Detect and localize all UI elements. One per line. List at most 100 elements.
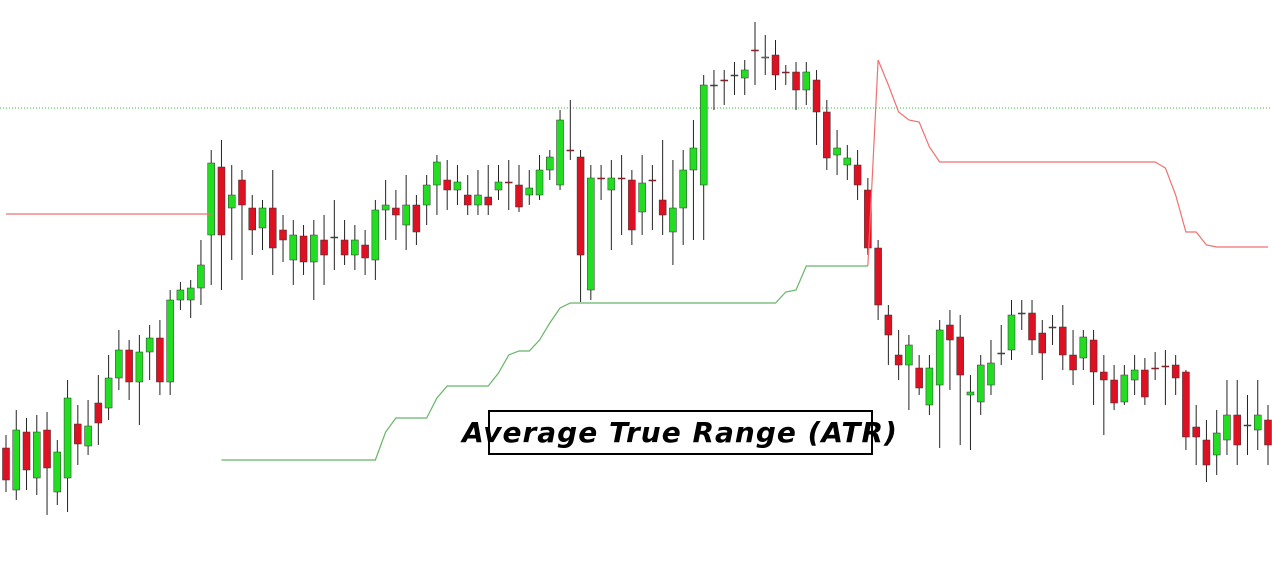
candle-body bbox=[546, 156, 554, 171]
candle-body bbox=[63, 397, 72, 479]
candle-body bbox=[1069, 354, 1077, 371]
candle-body bbox=[135, 351, 144, 383]
candle-body bbox=[1079, 336, 1088, 359]
candle-body bbox=[453, 181, 462, 191]
candle-body bbox=[771, 54, 780, 76]
candle-body bbox=[115, 349, 123, 379]
candle-body bbox=[381, 204, 390, 211]
candle-body bbox=[392, 207, 400, 216]
candle-body bbox=[987, 362, 995, 386]
candle-body bbox=[669, 207, 677, 233]
candle-body bbox=[751, 49, 759, 52]
candle-body bbox=[412, 204, 421, 233]
candle-body bbox=[1233, 414, 1241, 446]
candle-body bbox=[320, 239, 328, 256]
candle-body bbox=[422, 184, 431, 206]
candle-body bbox=[884, 314, 893, 336]
candle-body bbox=[299, 235, 308, 263]
candle-body bbox=[1151, 367, 1159, 370]
candle-body bbox=[1038, 332, 1047, 354]
candle-body bbox=[53, 451, 62, 493]
candle-body bbox=[1182, 371, 1190, 438]
candle-body bbox=[782, 71, 790, 74]
candle-body bbox=[474, 194, 482, 206]
candle-body bbox=[1171, 364, 1180, 379]
candle-body bbox=[1141, 369, 1149, 398]
candle-body bbox=[258, 207, 267, 229]
candle-body bbox=[956, 336, 964, 376]
stop-line bbox=[867, 59, 1268, 267]
candle-body bbox=[525, 187, 534, 196]
candle-body bbox=[658, 199, 667, 216]
candle-body bbox=[1212, 432, 1221, 456]
candle-body bbox=[340, 239, 349, 256]
candle-body bbox=[843, 157, 852, 166]
candle-body bbox=[966, 391, 975, 396]
candle-body bbox=[351, 239, 359, 256]
candle-body bbox=[915, 367, 923, 389]
annotation: Average True Range (ATR) bbox=[460, 416, 898, 449]
candle-body bbox=[207, 162, 215, 236]
candle-body bbox=[74, 423, 82, 445]
candle-body bbox=[802, 71, 811, 91]
candle-body bbox=[197, 264, 205, 289]
candle-body bbox=[22, 431, 31, 471]
annotation-box bbox=[488, 410, 873, 455]
candle-body bbox=[905, 344, 913, 366]
candle-body bbox=[761, 56, 770, 59]
candle-body bbox=[556, 119, 564, 186]
candle-body bbox=[617, 177, 626, 180]
candle-body bbox=[823, 111, 831, 159]
candle-body bbox=[607, 177, 616, 191]
candle-body bbox=[248, 207, 256, 231]
candle-body bbox=[976, 364, 985, 403]
candle-body bbox=[217, 166, 226, 236]
candle-body bbox=[1130, 369, 1139, 381]
candle-body bbox=[566, 149, 575, 152]
candle-body bbox=[166, 299, 174, 383]
candle-body bbox=[935, 329, 944, 386]
candle-body bbox=[792, 71, 800, 91]
candle-body bbox=[648, 179, 657, 182]
candle-body bbox=[84, 425, 92, 447]
candle-body bbox=[238, 179, 246, 206]
candle-body bbox=[997, 352, 1005, 355]
candle-body bbox=[443, 179, 451, 191]
candle-body bbox=[186, 287, 195, 301]
candle-body bbox=[1100, 371, 1108, 381]
candle-body bbox=[12, 429, 21, 491]
candle-body bbox=[125, 349, 133, 383]
candle-body bbox=[176, 289, 185, 301]
candle-body bbox=[1007, 314, 1016, 351]
candle-body bbox=[1048, 326, 1057, 329]
candle-body bbox=[33, 431, 41, 479]
candle-body bbox=[730, 74, 739, 77]
candle-body bbox=[2, 447, 10, 481]
candle-body bbox=[587, 177, 595, 291]
candle-body bbox=[145, 337, 154, 353]
candle-body bbox=[628, 179, 636, 231]
candle-body bbox=[597, 177, 605, 180]
candle-body bbox=[156, 337, 164, 383]
candle-body bbox=[853, 164, 862, 186]
candle-body bbox=[1089, 339, 1098, 373]
candle-body bbox=[1223, 414, 1231, 441]
candle-body bbox=[874, 247, 882, 306]
candle-body bbox=[433, 161, 441, 186]
candle-body bbox=[833, 147, 841, 156]
candle-body bbox=[1059, 326, 1067, 356]
candle-body bbox=[43, 429, 51, 469]
candle-body bbox=[371, 209, 380, 261]
candle-body bbox=[330, 236, 339, 239]
candle-body bbox=[1264, 419, 1272, 446]
candle-body bbox=[402, 204, 410, 226]
candle-body bbox=[1110, 379, 1118, 404]
candle-body bbox=[94, 402, 103, 424]
candle-body bbox=[279, 229, 287, 241]
stop-line bbox=[221, 265, 868, 461]
candle-body bbox=[925, 367, 934, 406]
candle-body bbox=[104, 377, 113, 409]
candle-body bbox=[289, 234, 298, 261]
candle-body bbox=[946, 324, 954, 341]
